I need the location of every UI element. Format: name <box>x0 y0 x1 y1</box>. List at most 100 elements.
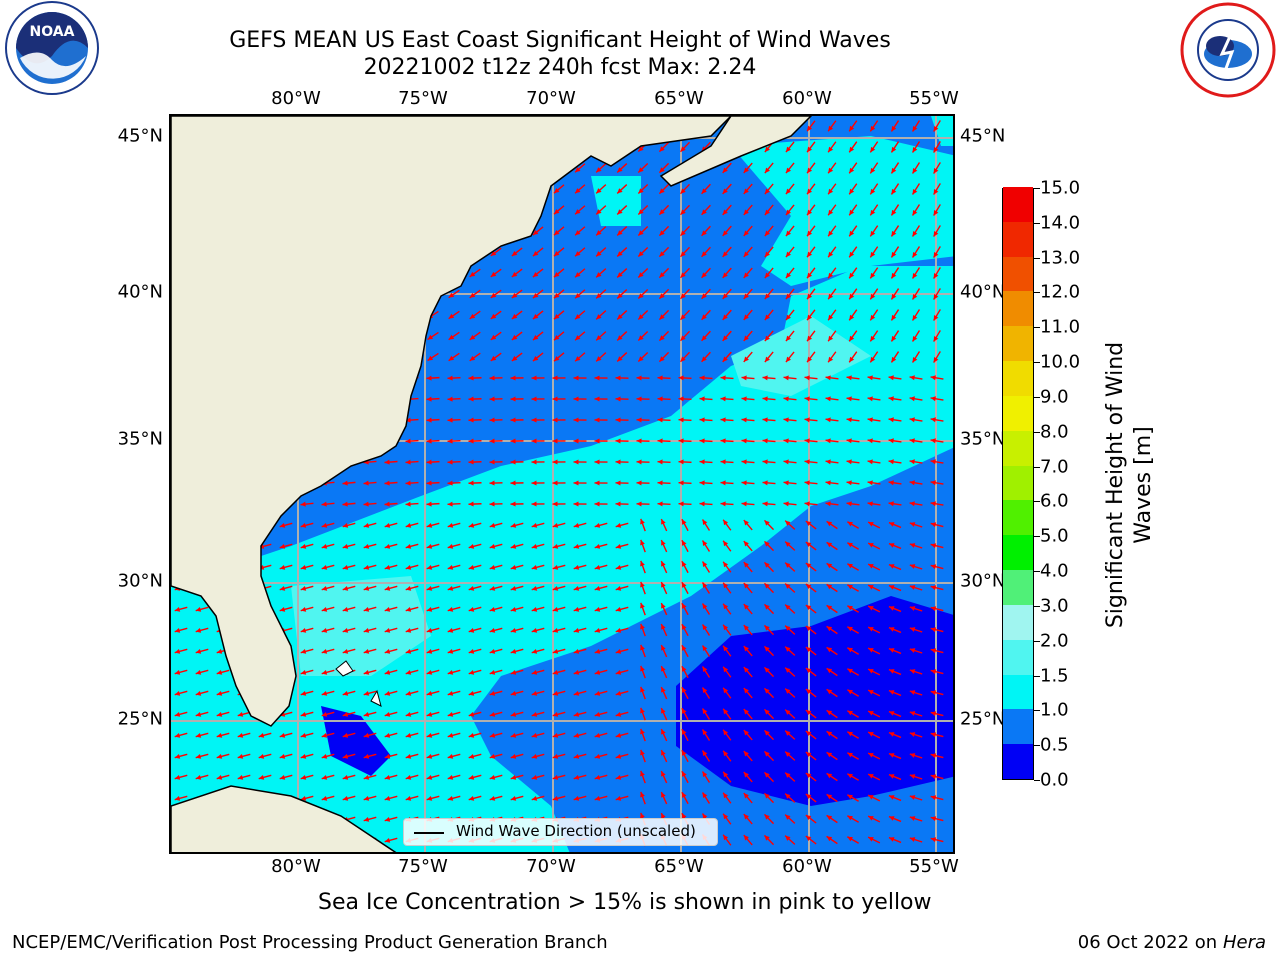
wave-direction-arrowhead <box>909 564 916 569</box>
wave-direction-arrowhead <box>661 603 666 609</box>
wave-direction-arrowhead <box>741 438 747 444</box>
wave-direction-arrowhead <box>870 314 876 321</box>
wave-direction-arrowhead <box>847 689 853 695</box>
wave-direction-arrowhead <box>909 774 916 779</box>
wave-direction-arrowhead <box>321 669 328 675</box>
wave-direction-arrowhead <box>615 459 621 465</box>
wave-direction-arrowhead <box>510 438 516 444</box>
colorbar-label: Significant Height of Wind Waves [m] <box>1103 341 1156 629</box>
wave-direction-arrowhead <box>849 125 855 132</box>
wave-direction-arrowhead <box>300 669 307 675</box>
wave-direction-arrowhead <box>785 583 791 589</box>
wave-direction-arrowhead <box>469 292 476 298</box>
wave-direction-arrowhead <box>510 480 516 486</box>
wave-direction-arrowhead <box>825 459 831 465</box>
wave-direction-arrowhead <box>617 356 623 362</box>
wave-direction-arrowhead <box>195 627 202 633</box>
wave-direction-arrowhead <box>615 753 622 759</box>
wave-direction-arrowhead <box>573 669 580 675</box>
wave-direction-arrowhead <box>342 690 349 696</box>
wave-direction-arrowhead <box>575 209 581 215</box>
wave-direction-arrowhead <box>701 230 707 236</box>
wave-direction-arrowhead <box>468 648 475 654</box>
wave-direction-arrowhead <box>615 480 621 486</box>
wave-direction-arrowhead <box>722 314 728 320</box>
wave-direction-arrowhead <box>783 396 789 402</box>
wave-direction-arrowhead <box>594 774 601 780</box>
wave-direction-arrowhead <box>720 501 726 507</box>
wave-direction-arrowhead <box>640 644 645 651</box>
wave-direction-arrowhead <box>785 209 792 216</box>
wave-direction-arrowhead <box>762 459 768 465</box>
wave-direction-arrowhead <box>195 606 202 612</box>
wave-direction-arrowhead <box>868 816 874 821</box>
wave-direction-arrowhead <box>764 709 770 715</box>
wave-direction-arrowhead <box>447 795 454 801</box>
wave-direction-arrowhead <box>426 753 433 759</box>
wave-direction-arrowhead <box>511 271 518 277</box>
wave-direction-arrowhead <box>636 438 642 444</box>
wave-direction-arrowhead <box>785 688 791 694</box>
wave-direction-arrowhead <box>785 167 792 174</box>
wave-direction-arrowhead <box>405 690 412 696</box>
wave-direction-arrowhead <box>681 561 687 567</box>
wave-direction-arrowhead <box>447 522 454 528</box>
wave-direction-arrowhead <box>870 272 876 279</box>
wave-direction-arrowhead <box>615 417 621 423</box>
wave-direction-arrowhead <box>699 438 705 444</box>
wave-direction-arrowhead <box>826 773 833 779</box>
wave-direction-arrowhead <box>405 732 412 738</box>
wave-direction-arrowhead <box>867 438 873 444</box>
wave-direction-arrowhead <box>826 647 833 653</box>
wave-direction-arrowhead <box>321 564 328 570</box>
wave-direction-arrowhead <box>279 774 286 780</box>
wave-direction-arrowhead <box>511 355 518 361</box>
wave-direction-arrowhead <box>554 293 560 299</box>
land-us <box>171 116 733 727</box>
wave-direction-arrowhead <box>363 543 370 549</box>
wave-direction-arrowhead <box>868 753 874 758</box>
wave-direction-arrowhead <box>826 731 833 737</box>
wave-direction-arrowhead <box>868 669 874 674</box>
wave-direction-arrowhead <box>743 709 749 715</box>
wave-direction-arrowhead <box>594 648 601 654</box>
wave-direction-arrowhead <box>785 667 791 673</box>
wave-direction-arrowhead <box>847 542 853 548</box>
wave-direction-arrowhead <box>575 356 581 362</box>
wave-direction-arrowhead <box>594 795 601 801</box>
wave-direction-arrowhead <box>468 606 475 612</box>
wave-direction-arrowhead <box>447 669 454 675</box>
lat-tick-right: 40°N <box>960 281 1006 303</box>
lat-tick-right: 35°N <box>960 428 1006 450</box>
wave-direction-arrowhead <box>216 669 223 675</box>
colorbar-segment <box>1003 639 1033 675</box>
wave-direction-arrowhead <box>891 335 897 342</box>
wave-direction-arrowhead <box>680 230 686 236</box>
wave-direction-arrowhead <box>888 690 895 695</box>
wave-direction-arrowhead <box>868 522 874 527</box>
wave-direction-arrowhead <box>510 417 516 423</box>
wave-direction-arrowhead <box>384 732 391 738</box>
wave-direction-arrowhead <box>681 813 687 819</box>
wave-direction-arrowhead <box>638 146 644 152</box>
wave-direction-arrowhead <box>300 774 307 780</box>
wave-direction-arrowhead <box>640 791 645 798</box>
wave-direction-arrowhead <box>638 230 644 236</box>
wave-direction-arrowhead <box>594 543 601 549</box>
wave-direction-arrowhead <box>723 708 729 715</box>
lat-tick-left: 40°N <box>117 281 163 303</box>
wave-direction-arrowhead <box>447 396 453 402</box>
wave-direction-arrowhead <box>825 396 831 402</box>
wave-direction-arrowhead <box>681 708 687 714</box>
wave-direction-arrowhead <box>195 690 202 696</box>
sea-ice-note: Sea Ice Concentration > 15% is shown in … <box>318 890 932 915</box>
wave-direction-arrowhead <box>783 459 789 465</box>
wave-direction-arrowhead <box>468 396 474 402</box>
wave-direction-arrowhead <box>640 623 645 630</box>
wave-direction-arrowhead <box>554 209 560 215</box>
wave-direction-arrowhead <box>195 669 202 675</box>
wave-direction-arrowhead <box>489 564 496 570</box>
colorbar-tick-label: 12.0 <box>1040 281 1081 303</box>
wave-direction-arrowhead <box>891 314 897 321</box>
wave-direction-arrowhead <box>405 795 412 801</box>
